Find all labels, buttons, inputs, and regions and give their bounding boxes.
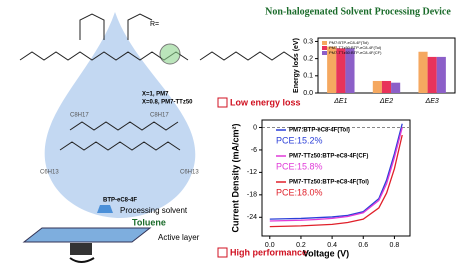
y-tick-label: 0 bbox=[253, 124, 257, 131]
legend-swatch bbox=[322, 51, 327, 55]
side-chain: C8H17 bbox=[150, 113, 169, 119]
legend-label: PM7-TTz50:BTP-eC8-4F(Tol) bbox=[329, 45, 382, 50]
x-axis-label: Voltage (V) bbox=[303, 248, 349, 258]
x-tick-label: ΔE1 bbox=[333, 98, 347, 105]
bar bbox=[436, 56, 446, 93]
acceptor-label: BTP-eC8-4F bbox=[103, 198, 137, 204]
legend-swatch bbox=[322, 46, 327, 50]
line bbox=[269, 127, 403, 222]
polymer-label: X=1, PM7 bbox=[142, 92, 169, 98]
bar bbox=[345, 48, 355, 93]
line bbox=[269, 123, 403, 220]
r-group: R= bbox=[150, 21, 159, 28]
x-tick-label: ΔE2 bbox=[379, 98, 393, 105]
highlight: High performance bbox=[230, 247, 307, 257]
line bbox=[269, 134, 403, 228]
y-tick-label: 0.2 bbox=[303, 55, 313, 62]
side-chain: C6H13 bbox=[180, 170, 199, 176]
legend-label: PM7-TTz50:BTP-eC8-4F(Tol) bbox=[289, 180, 369, 186]
spin-coater bbox=[70, 243, 92, 255]
check-box bbox=[217, 247, 228, 258]
y-tick-label: 0.1 bbox=[303, 73, 313, 80]
droplet bbox=[44, 12, 196, 218]
molecule-sketch bbox=[19, 13, 297, 151]
y-tick-label: -18 bbox=[247, 192, 257, 199]
annotation: PCE:15.2% bbox=[276, 135, 323, 145]
x-tick-label: ΔE3 bbox=[425, 98, 439, 105]
bar bbox=[327, 46, 337, 93]
side-chain: C6H13 bbox=[40, 170, 59, 176]
legend-label: PM7:BTP-eC8-4F(Tol) bbox=[329, 40, 369, 45]
y-tick-label: 0.3 bbox=[303, 38, 313, 45]
bar bbox=[418, 51, 428, 93]
x-tick-label: 0.2 bbox=[296, 242, 306, 249]
annotation: PCE:18.0% bbox=[276, 187, 323, 197]
layer-label: Active layer bbox=[158, 233, 200, 242]
highlight: Low energy loss bbox=[230, 97, 301, 107]
y-tick-label: -24 bbox=[247, 214, 257, 221]
bar bbox=[372, 80, 382, 93]
y-axis-label: Energy loss (eV) bbox=[293, 38, 300, 93]
y-tick-label: -12 bbox=[247, 169, 257, 176]
bar bbox=[391, 82, 401, 93]
x-tick-label: 0.8 bbox=[390, 242, 400, 249]
title: Non-halogenated Solvent Processing Devic… bbox=[265, 6, 451, 17]
y-axis-label: Current Density (mA/cm²) bbox=[230, 123, 240, 232]
x-tick-label: 0.4 bbox=[327, 242, 337, 249]
side-chain: C8H17 bbox=[70, 113, 89, 119]
polymer-label: X=0.8, PM7-TTz50 bbox=[142, 100, 193, 106]
legend-label: PM7-TTz50:BTP-eC8-4F(CF) bbox=[329, 50, 382, 55]
solvent-label: Processing solvent bbox=[120, 206, 188, 215]
legend-label: PM7:BTP-eC8-4F(Tol) bbox=[289, 128, 350, 134]
annotation: PCE:15.8% bbox=[276, 161, 323, 171]
solvent: Toluene bbox=[132, 217, 166, 227]
check-box bbox=[217, 97, 228, 108]
y-tick-label: 0.0 bbox=[303, 90, 313, 97]
legend-label: PM7-TTz50:BTP-eC8-4F(CF) bbox=[289, 154, 368, 160]
substrate bbox=[22, 227, 152, 243]
bar bbox=[381, 80, 392, 93]
rotation-arrow bbox=[69, 257, 95, 263]
x-tick-label: 0.0 bbox=[265, 242, 275, 249]
bar bbox=[427, 56, 437, 93]
y-tick-label: -6 bbox=[251, 147, 257, 154]
bar bbox=[336, 48, 346, 93]
legend-swatch bbox=[322, 41, 327, 45]
x-tick-label: 0.6 bbox=[358, 242, 368, 249]
solvent-icon bbox=[97, 205, 113, 213]
